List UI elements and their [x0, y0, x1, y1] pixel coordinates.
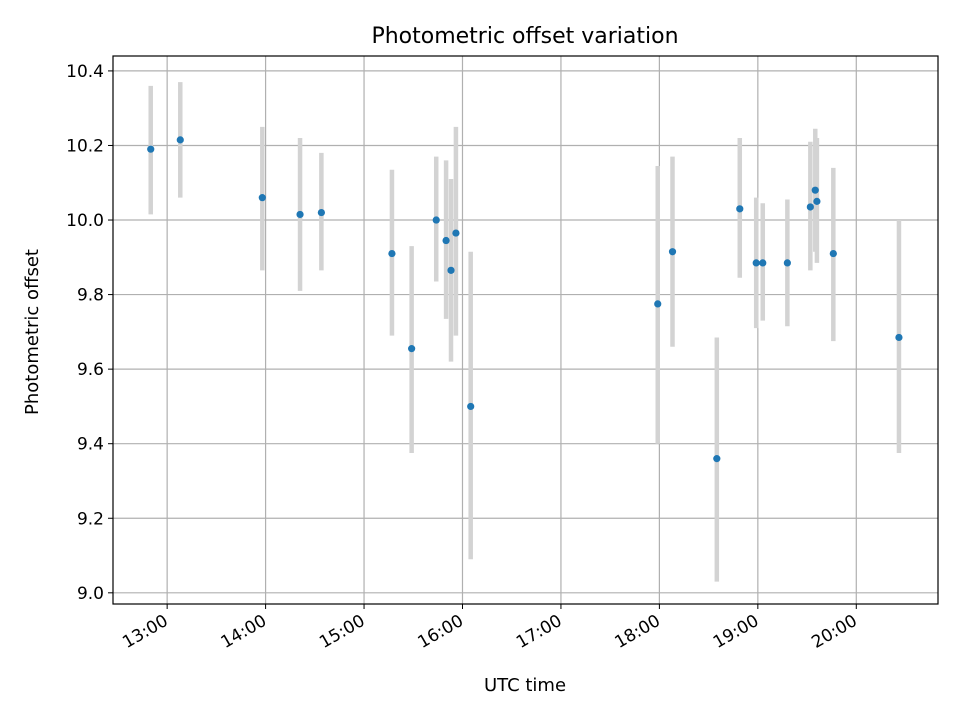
data-point	[752, 259, 760, 267]
y-axis-label: Photometric offset	[22, 249, 43, 415]
chart-title: Photometric offset variation	[371, 24, 678, 49]
y-tick-label: 9.4	[77, 435, 104, 455]
y-tick-label: 9.6	[77, 360, 104, 380]
data-point	[895, 333, 903, 342]
data-point	[654, 300, 662, 308]
data-point	[147, 145, 155, 153]
y-tick-label: 9.2	[77, 509, 104, 529]
data-point	[447, 266, 455, 274]
x-axis-label: UTC time	[484, 675, 566, 696]
data-point	[806, 203, 814, 211]
data-point	[388, 249, 396, 258]
data-point	[176, 136, 184, 144]
data-point	[442, 236, 450, 245]
y-tick-label: 10.0	[66, 211, 104, 231]
y-axis: 9.0 9.2 9.4 9.6 9.8 10.0 10.2 10.4	[66, 62, 113, 604]
data-point	[296, 210, 304, 219]
data-point	[668, 248, 677, 256]
data-point	[317, 208, 325, 217]
data-point	[452, 229, 460, 237]
data-point	[759, 259, 767, 267]
y-tick-label: 10.4	[66, 62, 104, 82]
data-point	[811, 186, 819, 194]
data-point	[829, 249, 837, 258]
y-tick-label: 9.0	[77, 584, 104, 604]
y-tick-label: 9.8	[77, 286, 104, 306]
data-point	[783, 259, 791, 267]
data-point	[432, 216, 440, 224]
data-point	[467, 402, 475, 411]
data-point	[813, 197, 821, 205]
data-point	[258, 194, 266, 202]
data-point	[408, 345, 416, 353]
data-points	[147, 136, 903, 463]
data-point	[713, 455, 721, 463]
data-point	[736, 205, 744, 213]
y-tick-label: 10.2	[66, 136, 104, 156]
plot-frame	[112, 55, 939, 605]
